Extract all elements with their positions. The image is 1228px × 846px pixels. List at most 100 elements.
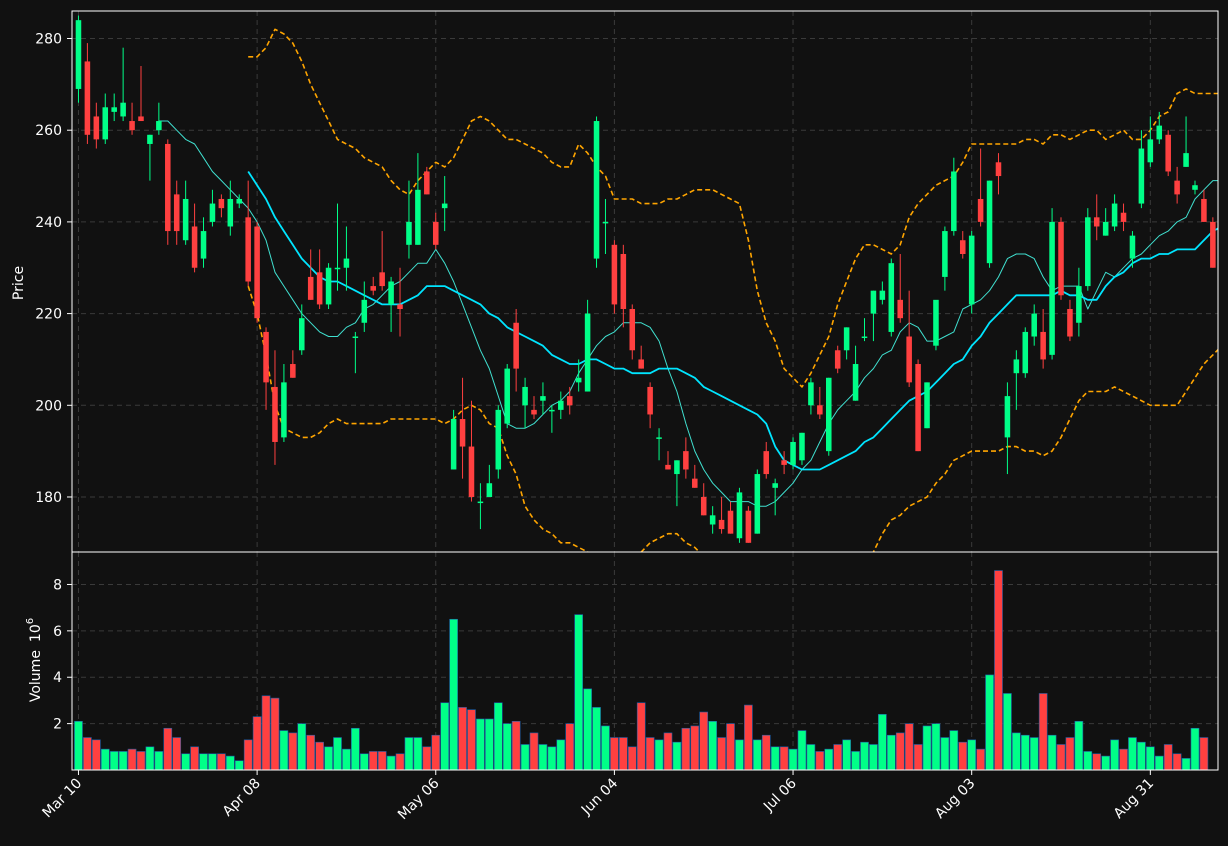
candle-body-up bbox=[75, 20, 82, 89]
volume-bar bbox=[1092, 753, 1102, 771]
volume-bar bbox=[333, 737, 342, 771]
volume-bar bbox=[145, 746, 155, 771]
volume-bar bbox=[913, 744, 923, 771]
volume-bar bbox=[681, 727, 691, 771]
candle-body-down bbox=[718, 519, 725, 530]
candle-body-up bbox=[1138, 148, 1145, 204]
volume-bar bbox=[851, 751, 860, 771]
volume-bar bbox=[869, 744, 878, 771]
volume-axis-label-text: Volume bbox=[28, 650, 44, 702]
candle-body-up bbox=[754, 474, 761, 534]
volume-bar bbox=[985, 674, 994, 771]
price-plot-area bbox=[75, 15, 1218, 552]
volume-panel-frame bbox=[71, 551, 1219, 771]
price-tick-label: 200 bbox=[35, 398, 62, 414]
volume-bar bbox=[886, 734, 896, 771]
volume-bar bbox=[538, 744, 548, 771]
volume-bar bbox=[449, 618, 458, 771]
candle-body-up bbox=[495, 409, 502, 470]
volume-bar bbox=[547, 746, 557, 771]
candle-body-up bbox=[870, 290, 877, 314]
volume-tick-label: 6 bbox=[53, 624, 62, 640]
volume-bar bbox=[190, 746, 199, 771]
candle-body-down bbox=[138, 116, 144, 122]
volume-bar bbox=[315, 741, 324, 771]
candle-body-up bbox=[1022, 331, 1029, 374]
candle-body-down bbox=[727, 510, 734, 534]
candle-body-down bbox=[692, 478, 698, 488]
candle-body-up bbox=[968, 235, 975, 305]
volume-bar bbox=[413, 737, 423, 771]
volume-bar bbox=[806, 744, 816, 771]
candle-body-up bbox=[504, 368, 510, 424]
volume-bar bbox=[976, 748, 985, 771]
volume-bar bbox=[619, 737, 628, 771]
volume-bar bbox=[118, 751, 128, 771]
volume-bar bbox=[967, 739, 977, 771]
volume-bar bbox=[1128, 737, 1137, 771]
volume-bar bbox=[699, 711, 709, 771]
price-tick-label: 280 bbox=[35, 32, 62, 48]
candle-body-up bbox=[1111, 203, 1118, 227]
volume-bar bbox=[833, 744, 843, 771]
price-y-axis-ticks: 180 200 220 240 260 280 bbox=[35, 32, 72, 506]
candle-body-down bbox=[290, 364, 296, 378]
candle-body-up bbox=[209, 203, 216, 222]
volume-bar bbox=[351, 727, 360, 771]
volume-bar bbox=[252, 716, 262, 771]
volume-bar bbox=[895, 732, 905, 771]
candle-body-down bbox=[263, 331, 269, 383]
volume-bar bbox=[395, 753, 405, 771]
candle-body-down bbox=[906, 336, 912, 383]
volume-bar bbox=[931, 723, 941, 771]
volume-bar bbox=[922, 725, 932, 771]
candle-body-up bbox=[709, 515, 716, 525]
candle-body-up bbox=[236, 198, 243, 204]
volume-bar bbox=[342, 748, 351, 771]
volume-bar bbox=[217, 753, 226, 771]
candle-body-down bbox=[459, 419, 466, 447]
candle-body-down bbox=[1210, 221, 1216, 268]
volume-bar bbox=[860, 741, 869, 771]
volume-bar bbox=[1154, 755, 1164, 771]
volume-bar bbox=[243, 739, 253, 771]
volume-axis-exponent-base: 10 bbox=[28, 624, 44, 642]
candle-body-up bbox=[1147, 139, 1154, 163]
candle-body-down bbox=[432, 221, 439, 245]
candles bbox=[75, 15, 1216, 543]
volume-bar bbox=[904, 723, 914, 771]
volume-bar bbox=[761, 734, 771, 771]
volume-bar bbox=[261, 695, 271, 771]
candle-body-up bbox=[1129, 235, 1136, 259]
candle-body-down bbox=[173, 194, 180, 232]
candle-body-up bbox=[852, 364, 859, 401]
candle-body-down bbox=[307, 276, 314, 300]
candle-body-down bbox=[977, 198, 984, 222]
volume-bar bbox=[1119, 748, 1128, 771]
candle-body-down bbox=[638, 359, 644, 369]
volume-bar bbox=[1056, 744, 1066, 771]
candle-body-up bbox=[879, 290, 886, 300]
candle-body-up bbox=[111, 107, 117, 112]
candle-body-up bbox=[441, 203, 448, 209]
volume-bar bbox=[74, 720, 83, 771]
ma-fast-line bbox=[158, 120, 1218, 507]
volume-bar bbox=[949, 730, 959, 771]
volume-bar bbox=[1190, 727, 1200, 771]
candle-body-up bbox=[486, 483, 493, 497]
volume-bar bbox=[601, 725, 610, 771]
candle-body-down bbox=[165, 143, 171, 232]
volume-bar bbox=[324, 746, 333, 771]
candle-body-down bbox=[611, 244, 618, 305]
volume-bar bbox=[493, 702, 503, 771]
candle-body-up bbox=[602, 221, 609, 224]
candle-body-down bbox=[1040, 331, 1046, 360]
volume-bar bbox=[556, 739, 566, 771]
volume-bar bbox=[234, 760, 244, 771]
volume-bar bbox=[1029, 737, 1039, 771]
candle-body-up bbox=[227, 198, 234, 227]
candle-body-down bbox=[531, 409, 537, 415]
volume-bar bbox=[1172, 753, 1182, 771]
